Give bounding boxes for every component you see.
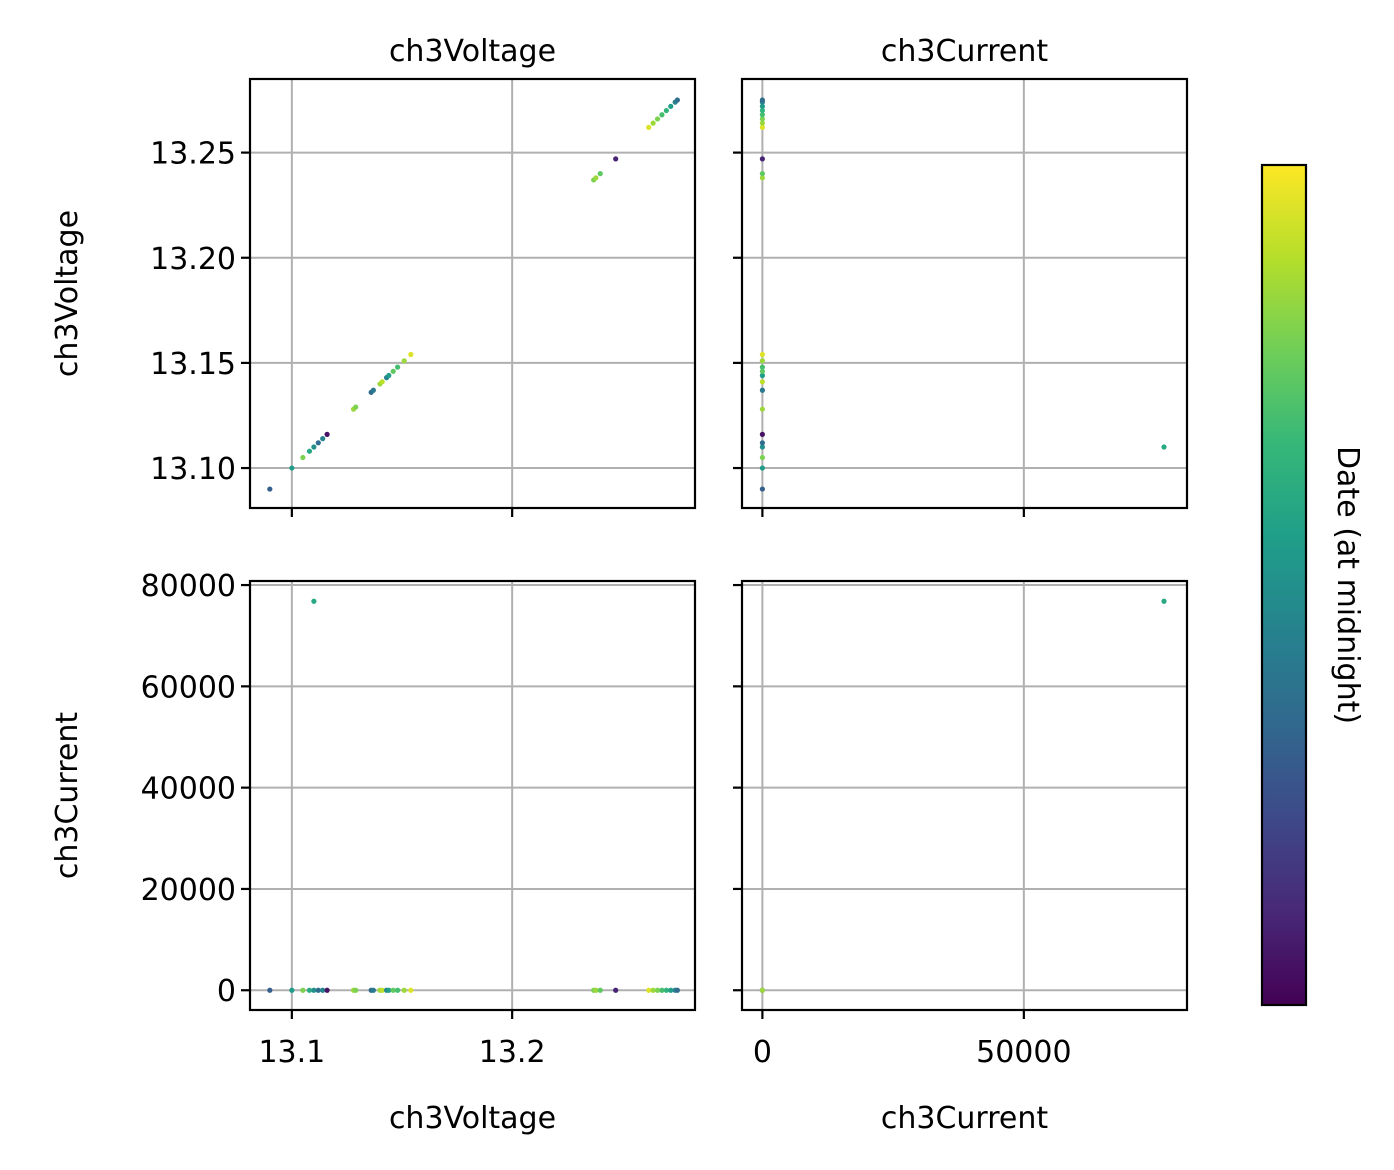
data-point xyxy=(659,112,664,117)
y-tick-label: 13.15 xyxy=(150,347,236,382)
data-point xyxy=(613,988,618,993)
y-tick-label: 20000 xyxy=(141,873,236,908)
x-tick-label: 0 xyxy=(753,1035,772,1070)
data-point xyxy=(408,988,413,993)
data-point xyxy=(760,97,765,102)
data-point xyxy=(760,432,765,437)
x-tick-label: 50000 xyxy=(976,1035,1071,1070)
x-axis-label: ch3Voltage xyxy=(389,1101,556,1136)
y-tick-label: 13.25 xyxy=(150,137,236,172)
data-point xyxy=(311,599,316,604)
data-point xyxy=(598,171,603,176)
data-point xyxy=(386,373,391,378)
data-point xyxy=(371,388,376,393)
data-point xyxy=(307,449,312,454)
data-point xyxy=(353,988,358,993)
data-point xyxy=(655,116,660,121)
panel-title: ch3Current xyxy=(881,34,1049,69)
panel-ch3Current-vs-ch3Current: 0 50000 ch3Current xyxy=(733,581,1187,1136)
data-point xyxy=(289,465,294,470)
y-tick-label: 13.10 xyxy=(150,452,236,487)
data-point xyxy=(664,108,669,113)
data-point xyxy=(760,156,765,161)
data-point xyxy=(395,365,400,370)
scatter-panels: 13.1013.1513.2013.25ch3Voltagech3Voltage… xyxy=(50,34,1187,1136)
data-point xyxy=(408,352,413,357)
data-point xyxy=(402,988,407,993)
data-point xyxy=(668,104,673,109)
data-point xyxy=(760,388,765,393)
data-point xyxy=(395,988,400,993)
data-point xyxy=(391,369,396,374)
data-point xyxy=(646,125,651,130)
data-point xyxy=(760,407,765,412)
data-point xyxy=(675,988,680,993)
data-point xyxy=(760,358,765,363)
data-point xyxy=(316,440,321,445)
data-point xyxy=(760,440,765,445)
data-point xyxy=(325,988,330,993)
data-point xyxy=(300,455,305,460)
data-point xyxy=(760,365,765,370)
data-point xyxy=(1161,599,1166,604)
data-point xyxy=(380,379,385,384)
x-tick-label: 13.2 xyxy=(479,1035,546,1070)
data-point xyxy=(311,444,316,449)
panel-ch3Current-vs-ch3Voltage: 13.1 13.2 0 20000 40000 60000 80000 ch3Voltage c… xyxy=(50,569,695,1136)
data-point xyxy=(300,988,305,993)
axes-frame xyxy=(742,581,1187,1010)
data-point xyxy=(267,988,272,993)
data-point xyxy=(760,465,765,470)
data-point xyxy=(320,436,325,441)
data-point xyxy=(598,988,603,993)
data-point xyxy=(1161,444,1166,449)
y-tick-label: 0 xyxy=(217,974,236,1009)
data-point xyxy=(760,486,765,491)
data-point xyxy=(289,988,294,993)
x-tick-label: 13.1 xyxy=(258,1035,325,1070)
x-axis-label: ch3Current xyxy=(881,1101,1049,1136)
panel-ch3Voltage-vs-ch3Current: ch3Current xyxy=(733,34,1187,517)
data-point xyxy=(613,156,618,161)
y-axis-label: ch3Voltage xyxy=(50,210,85,377)
data-point xyxy=(402,358,407,363)
data-point xyxy=(325,432,330,437)
data-point xyxy=(760,455,765,460)
colorbar-label: Date (at midnight) xyxy=(1330,446,1365,724)
y-tick-label: 80000 xyxy=(141,569,236,604)
panel-ch3Voltage-vs-ch3Voltage: 13.10 13.15 13.20 13.25 ch3Voltage ch3Voltage xyxy=(50,34,695,517)
y-tick-label: 60000 xyxy=(141,670,236,705)
axes-frame xyxy=(250,581,695,1010)
panel-title: ch3Voltage xyxy=(389,34,556,69)
data-point xyxy=(353,404,358,409)
y-tick-label: 13.20 xyxy=(150,242,236,277)
data-point xyxy=(267,486,272,491)
data-point xyxy=(651,121,656,126)
data-point xyxy=(371,988,376,993)
y-axis-label: ch3Current xyxy=(50,712,85,880)
data-point xyxy=(760,352,765,357)
y-tick-label: 40000 xyxy=(141,772,236,807)
data-point xyxy=(593,175,598,180)
colorbar: Date (at midnight) xyxy=(1262,165,1365,1005)
data-point xyxy=(760,171,765,176)
data-point xyxy=(675,97,680,102)
data-point xyxy=(760,379,765,384)
data-point xyxy=(760,988,765,993)
axes-frame xyxy=(742,79,1187,508)
colorbar-gradient xyxy=(1262,165,1306,1005)
